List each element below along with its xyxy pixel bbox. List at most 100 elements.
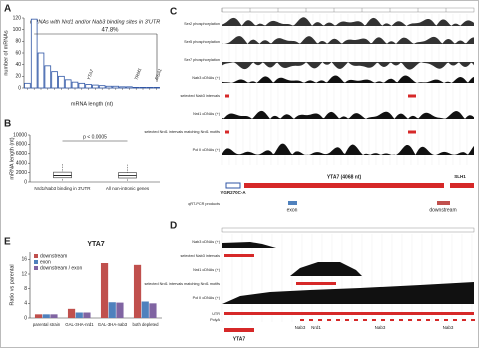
gene (244, 183, 444, 188)
gene (450, 183, 474, 188)
bar (51, 71, 58, 89)
bar (71, 81, 79, 89)
track-label: Nab3 cDNAs (+) (192, 240, 220, 244)
bar (30, 18, 38, 89)
x-tick-label: parental strain (33, 322, 61, 327)
utr (224, 312, 474, 315)
bar (83, 312, 91, 318)
interval (296, 282, 336, 285)
bar (141, 301, 149, 318)
bar (75, 312, 83, 318)
y-axis-label: number of mRNAs (3, 30, 9, 75)
polya (354, 319, 358, 321)
legend-swatch (34, 260, 38, 264)
track-label: selected Nrd1 intervals matching Nrd1 mo… (144, 282, 220, 286)
box (53, 171, 72, 179)
polya (417, 319, 421, 321)
track-label: Nab3 cDNAs (+) (192, 76, 220, 80)
bar (139, 87, 147, 89)
polya (318, 319, 322, 321)
signal-track (222, 282, 474, 304)
y-tick-label: 16 (21, 257, 27, 263)
site-label: Nab3 (443, 325, 454, 330)
bar (24, 82, 31, 89)
gene (224, 328, 254, 332)
bar (34, 314, 43, 318)
gene-annotation: TRM1 (134, 67, 143, 81)
bar (37, 52, 45, 89)
bar (67, 308, 76, 318)
bar (112, 85, 120, 89)
y-tick-label: 8000 (16, 142, 27, 148)
y-tick-label: 0 (24, 179, 27, 185)
polya (372, 319, 376, 321)
x-tick-label: GAL-3HA-nrd1 (65, 322, 94, 327)
bar (64, 79, 72, 89)
y-tick-label: 40 (15, 62, 21, 68)
polya (363, 319, 367, 321)
interval (225, 130, 229, 134)
pcr-product (288, 201, 297, 205)
polya (327, 319, 331, 321)
bar (153, 87, 160, 89)
y-axis-label: Ratio vs parental (9, 264, 15, 305)
polya (408, 319, 412, 321)
x-tick-label: All non-intronic genes (106, 186, 150, 191)
bar (116, 302, 124, 318)
track-label: Ser2 phosphorylation (184, 22, 220, 26)
track-label: Ser5 phosphorylation (184, 40, 220, 44)
y-tick-label: 10000 (13, 132, 27, 138)
y-tick-label: 0 (24, 315, 27, 321)
chart-title: YTA7 (87, 241, 104, 248)
polya (390, 319, 394, 321)
gene-label: SLH1 (454, 174, 466, 179)
track-label: Pol II cDNAs (+) (193, 296, 221, 300)
track-label: Nrd1 cDNAs (+) (193, 112, 221, 116)
bar (42, 314, 50, 318)
bar (98, 85, 106, 89)
polya (453, 319, 457, 321)
y-tick-label: 2000 (16, 170, 27, 176)
signal-track (222, 36, 474, 44)
y-tick-label: 20 (15, 74, 21, 80)
y-tick-label: 8 (24, 286, 27, 292)
legend-label: exon (40, 259, 51, 265)
gene-label: YGR270C-A (220, 190, 246, 195)
signal-track (222, 17, 474, 26)
x-tick-label: Nrd1/Nab3 binding in 3'UTR (34, 186, 91, 191)
bar (100, 263, 109, 318)
panel-label: C (170, 7, 177, 18)
interval (408, 94, 416, 98)
track-label: selected Nab3 intervals (181, 94, 221, 98)
pcr-label: exon (287, 207, 298, 213)
gene-label: YTA7 (4068 nt) (327, 174, 362, 180)
track-label: Ser7 phosphorylation (184, 58, 220, 62)
pcr-label: downstream (429, 207, 456, 213)
legend-label: downstream / exon (40, 265, 82, 271)
site-label: Nab3 (375, 325, 386, 330)
gene (225, 182, 241, 189)
gene-annotation: RSA1 (154, 68, 163, 81)
y-tick-label: 100 (13, 27, 22, 33)
x-tick-label: GAL-3HA-nab3 (98, 322, 128, 327)
polya (426, 319, 430, 321)
panel-label: D (170, 221, 177, 232)
track-label: qRT-PCR products (188, 202, 220, 206)
legend-swatch (34, 254, 38, 258)
legend-label: downstream (40, 253, 67, 259)
track-label: selected Nab3 intervals (181, 254, 221, 258)
track-label: PolyA (210, 318, 220, 322)
track-label: UTR (212, 312, 220, 316)
bar (133, 264, 142, 318)
y-tick-label: 60 (15, 50, 21, 56)
bar (50, 314, 58, 318)
bar (85, 84, 92, 89)
track-label: Pol II cDNAs (+) (193, 148, 221, 152)
site-label: Nrd1 (311, 325, 321, 330)
x-axis-label: mRNA length (nt) (71, 101, 113, 107)
legend-swatch (34, 266, 38, 270)
bar (105, 85, 113, 89)
panel-label: E (4, 237, 11, 248)
bar (58, 75, 65, 89)
polya (399, 319, 403, 321)
